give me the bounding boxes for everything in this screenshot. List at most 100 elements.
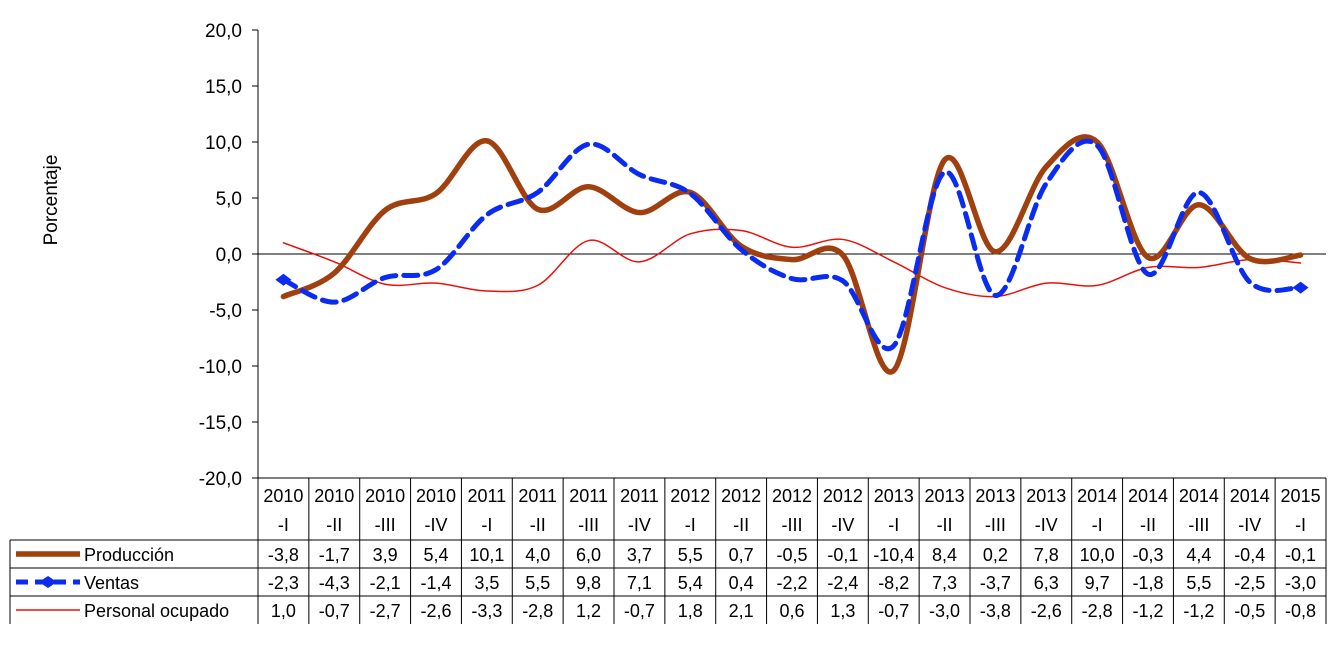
x-tick-label-year: 2012	[721, 486, 761, 506]
data-label: -0,8	[1285, 601, 1316, 621]
legend-produccion: Producción	[16, 545, 174, 565]
x-tick-label-year: 2011	[518, 486, 557, 506]
data-label: -2,4	[827, 573, 858, 593]
series-line-personal-ocupado	[282, 228, 1302, 298]
x-tick-label-quarter: -I	[1295, 515, 1306, 535]
series-personal-ocupado	[282, 228, 1302, 298]
data-label: 6,0	[576, 545, 601, 565]
y-tick-label: -5,0	[209, 301, 242, 322]
data-label: -3,7	[980, 573, 1011, 593]
data-label: -3,8	[980, 601, 1011, 621]
x-tick-label-year: 2010	[263, 486, 303, 506]
data-label: 5,5	[678, 545, 703, 565]
x-tick-label-year: 2014	[1077, 486, 1117, 506]
data-label: 3,9	[373, 545, 398, 565]
data-label: -2,1	[370, 573, 401, 593]
x-tick-label-year: 2014	[1230, 486, 1270, 506]
legend-marker	[39, 576, 57, 588]
x-tick-label-quarter: -III	[985, 515, 1006, 535]
x-tick-label-quarter: -IV	[1238, 515, 1261, 535]
data-label: 7,1	[627, 573, 652, 593]
y-axis-label: Porcentaje	[41, 155, 62, 246]
data-label: 10,0	[1080, 545, 1115, 565]
data-label: -0,1	[827, 545, 858, 565]
data-label: -0,7	[878, 601, 909, 621]
x-tick-label-quarter: -I	[481, 515, 492, 535]
y-tick-label: -10,0	[199, 357, 242, 378]
data-label: -0,7	[319, 601, 350, 621]
x-tick-label-quarter: -IV	[831, 515, 854, 535]
x-tick-label-quarter: -III	[578, 515, 599, 535]
y-tick-label: 10,0	[205, 133, 242, 154]
data-label: 3,5	[474, 573, 499, 593]
data-label: -2,3	[268, 573, 299, 593]
x-tick-label-year: 2013	[1026, 486, 1066, 506]
x-tick-label-year: 2012	[670, 486, 710, 506]
data-label: 0,6	[779, 601, 804, 621]
x-tick-label-year: 2013	[925, 486, 965, 506]
data-label: 5,5	[1186, 573, 1211, 593]
data-label: 1,2	[576, 601, 601, 621]
legend-personal-ocupado: Personal ocupado	[16, 601, 229, 621]
data-label: -2,8	[522, 601, 553, 621]
data-label: 5,5	[525, 573, 550, 593]
data-label: -0,3	[1132, 545, 1163, 565]
series-line-produccion	[280, 134, 1304, 375]
data-label: -1,7	[319, 545, 350, 565]
x-tick-label-quarter: -III	[782, 515, 803, 535]
data-label: -2,2	[776, 573, 807, 593]
legend-label: Producción	[84, 545, 174, 565]
data-label: -3,3	[471, 601, 502, 621]
data-label: 8,4	[932, 545, 957, 565]
data-label: -0,5	[1234, 601, 1265, 621]
x-tick-label-year: 2012	[772, 486, 812, 506]
y-tick-label: 5,0	[216, 189, 242, 210]
series-line-ventas	[280, 138, 1304, 352]
x-tick-label-year: 2014	[1179, 486, 1219, 506]
x-tick-label-year: 2010	[314, 486, 354, 506]
x-tick-label-year: 2011	[569, 486, 608, 506]
data-label: 7,8	[1034, 545, 1059, 565]
x-tick-label-quarter: -III	[375, 515, 396, 535]
x-tick-label-quarter: -III	[1188, 515, 1209, 535]
data-label: -0,1	[1285, 545, 1316, 565]
data-label: 0,7	[729, 545, 754, 565]
data-label: -2,7	[370, 601, 401, 621]
y-tick-label: -15,0	[199, 413, 242, 434]
data-label: -0,7	[624, 601, 655, 621]
x-tick-label-quarter: -I	[685, 515, 696, 535]
y-tick-label: 20,0	[205, 21, 242, 42]
data-label: 0,2	[983, 545, 1008, 565]
data-label: 6,3	[1034, 573, 1059, 593]
legend-ventas: Ventas	[16, 573, 139, 593]
data-label: 5,4	[423, 545, 448, 565]
data-label: -2,6	[1031, 601, 1062, 621]
data-label: 4,0	[525, 545, 550, 565]
x-tick-label-year: 2011	[467, 486, 506, 506]
x-tick-label-year: 2012	[823, 486, 863, 506]
data-label: 0,4	[729, 573, 754, 593]
data-label: 2,1	[729, 601, 754, 621]
data-label: -3,0	[1285, 573, 1316, 593]
x-tick-label-quarter: -I	[1092, 515, 1103, 535]
x-tick-label-year: 2010	[365, 486, 405, 506]
data-label: -1,8	[1132, 573, 1163, 593]
legend-label: Ventas	[84, 573, 139, 593]
x-tick-label-quarter: -I	[278, 515, 289, 535]
x-tick-label-year: 2013	[874, 486, 914, 506]
series-ventas	[275, 138, 1309, 352]
data-point	[275, 273, 292, 286]
data-label: -1,2	[1132, 601, 1163, 621]
x-tick-label-quarter: -IV	[628, 515, 651, 535]
data-label: 1,3	[830, 601, 855, 621]
data-label: -1,4	[420, 573, 451, 593]
data-label: -0,4	[1234, 545, 1265, 565]
x-tick-label-quarter: -II	[1140, 515, 1156, 535]
data-label: 5,4	[678, 573, 703, 593]
data-label: -3,8	[268, 545, 299, 565]
x-tick-label-quarter: -I	[888, 515, 899, 535]
x-tick-label-quarter: -II	[530, 515, 546, 535]
data-label: -2,5	[1234, 573, 1265, 593]
data-label: -8,2	[878, 573, 909, 593]
